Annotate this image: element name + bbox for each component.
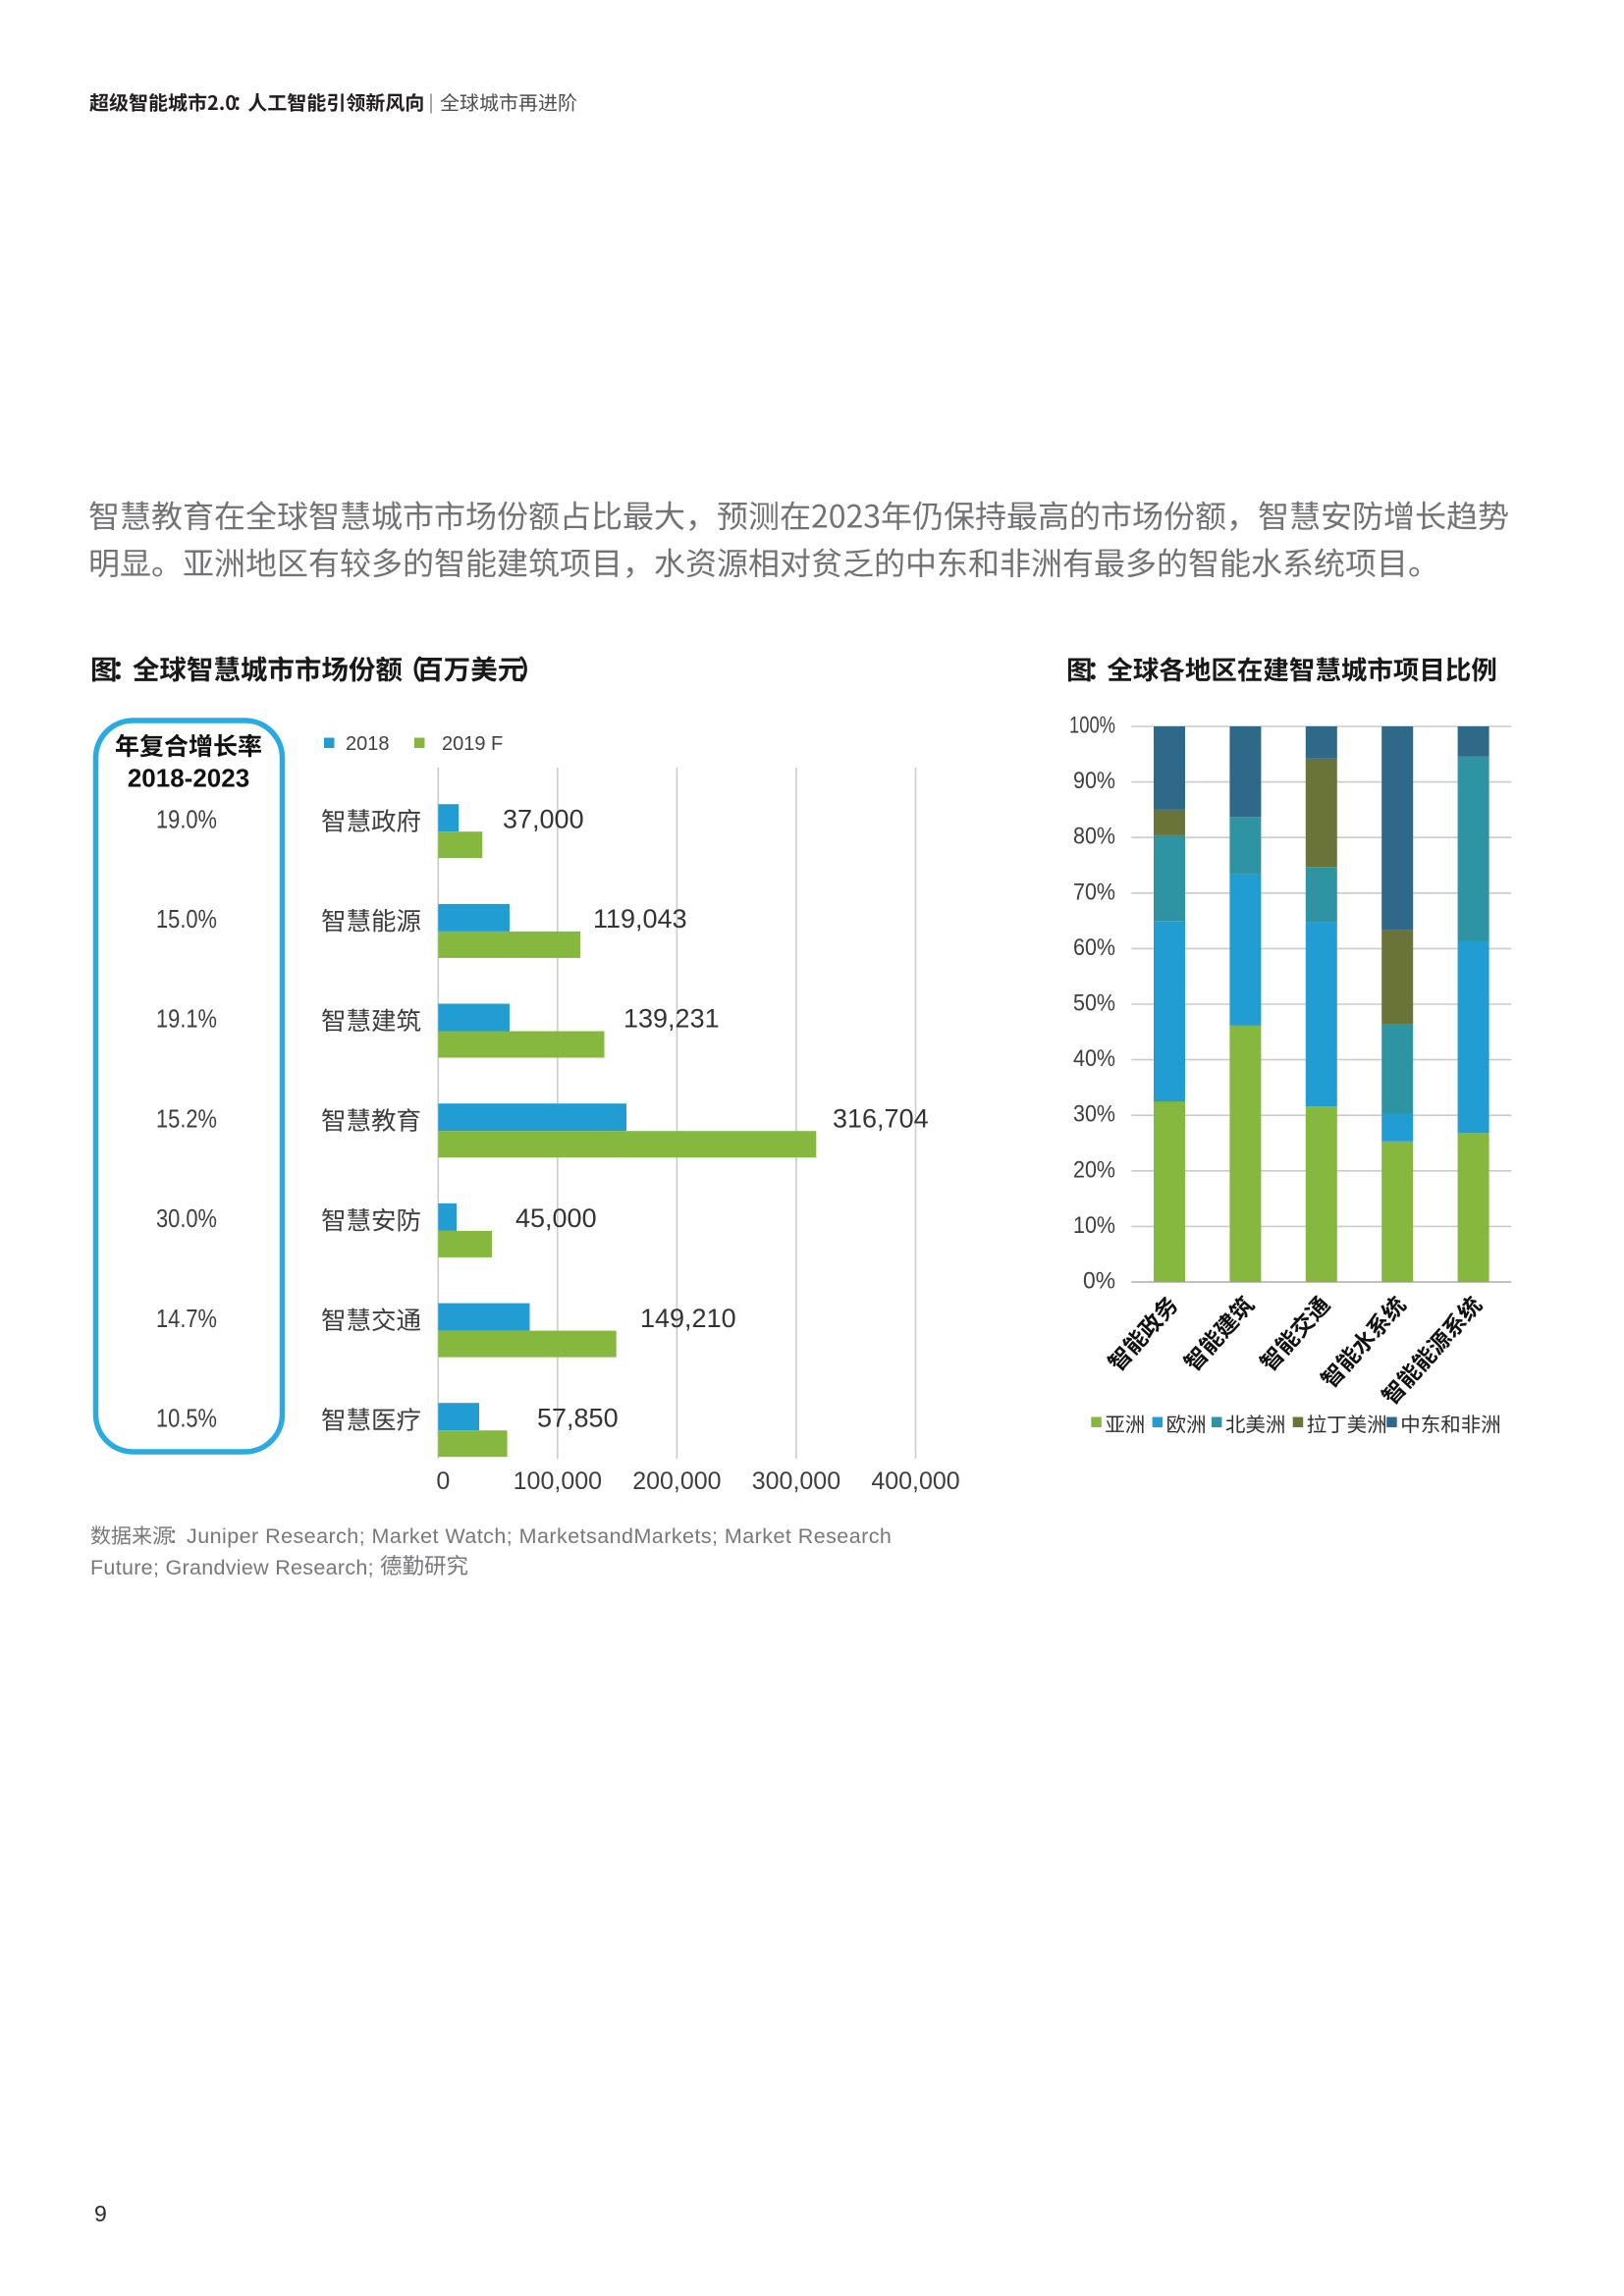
svg-text:57,850: 57,850 [537,1403,619,1432]
svg-text:Juniper Research; Market Watch: Juniper Research; Market Watch; Marketsa… [187,1524,892,1548]
svg-text:2018: 2018 [346,733,390,755]
svg-text:70%: 70% [1073,879,1115,905]
svg-text:200,000: 200,000 [632,1468,721,1495]
svg-text:119,043: 119,043 [593,904,687,934]
svg-text:30.0%: 30.0% [156,1203,217,1233]
svg-text:15.2%: 15.2% [156,1103,217,1133]
svg-text:19.1%: 19.1% [156,1004,217,1034]
svg-text:Future; Grandview Research;: Future; Grandview Research; [90,1556,374,1579]
svg-text:9: 9 [94,2201,107,2226]
svg-text:10%: 10% [1073,1212,1115,1239]
svg-text:100%: 100% [1069,713,1115,739]
svg-text:2019 F: 2019 F [442,733,503,755]
svg-text:400,000: 400,000 [871,1468,959,1495]
svg-text:2018-2023: 2018-2023 [128,764,249,793]
svg-text:40%: 40% [1073,1045,1115,1072]
svg-text:19.0%: 19.0% [156,804,217,833]
svg-text:90%: 90% [1073,768,1115,794]
svg-text:15.0%: 15.0% [156,904,217,934]
svg-text:10.5%: 10.5% [156,1403,217,1432]
svg-text:14.7%: 14.7% [156,1304,217,1333]
svg-text:0: 0 [436,1468,450,1495]
svg-text:80%: 80% [1073,824,1115,850]
svg-text:100,000: 100,000 [514,1468,602,1495]
svg-text:37,000: 37,000 [503,804,584,833]
svg-text:50%: 50% [1073,990,1115,1017]
svg-text:139,231: 139,231 [623,1004,720,1034]
svg-text:149,210: 149,210 [640,1304,736,1333]
svg-text:60%: 60% [1073,934,1115,961]
svg-text:300,000: 300,000 [752,1468,840,1495]
svg-text:20%: 20% [1073,1156,1115,1183]
svg-text:0%: 0% [1083,1268,1115,1295]
svg-text:316,704: 316,704 [833,1103,929,1133]
svg-text:45,000: 45,000 [515,1203,597,1233]
svg-text:30%: 30% [1073,1101,1115,1128]
